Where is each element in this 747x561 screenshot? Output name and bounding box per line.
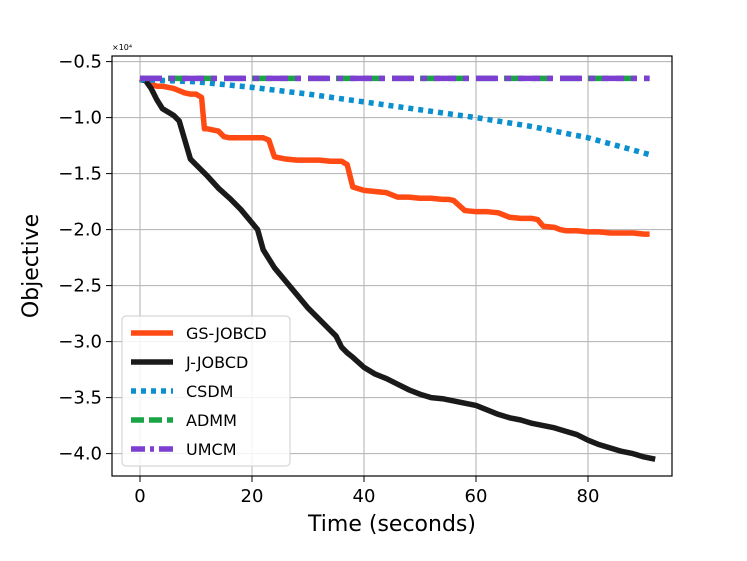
y-tick-label: −3.0 — [58, 332, 102, 353]
legend-label-csdm: CSDM — [186, 382, 233, 401]
legend-label-admm: ADMM — [186, 411, 237, 430]
y-tick-label: −1.0 — [58, 108, 102, 129]
legend-label-gs-jobcd: GS-JOBCD — [186, 324, 267, 343]
y-tick-label: −1.5 — [58, 164, 102, 185]
y-offset-label: ×10⁴ — [112, 43, 132, 52]
x-axis-label: Time (seconds) — [307, 512, 476, 537]
axes: 0 20 40 60 80 −0.5 −1.0 −1.5 −2.0 −2.5 −3.0 −3.5 −4.… — [58, 52, 673, 507]
x-tick-label: 20 — [241, 486, 264, 507]
series-line-gs-jobcd — [138, 75, 650, 237]
legend-box — [121, 315, 291, 467]
y-tick-label: −4.0 — [58, 444, 102, 465]
x-tick-label: 0 — [134, 486, 145, 507]
x-tick-label: 40 — [353, 486, 376, 507]
y-axis-label: Objective — [19, 214, 44, 318]
y-tick-label: −3.5 — [58, 388, 102, 409]
y-tick-label: −2.5 — [58, 276, 102, 297]
y-tick-label: −2.0 — [58, 220, 102, 241]
x-tick-label: 80 — [577, 486, 600, 507]
series-line-j-jobcd — [139, 76, 656, 462]
plot-frame — [111, 55, 673, 477]
legend: GS-JOBCD J-JOBCD CSDM ADMM UMCM — [121, 315, 291, 467]
series-line-csdm — [139, 76, 651, 158]
legend-label-umcm: UMCM — [186, 440, 237, 459]
y-tick-label: −0.5 — [58, 52, 102, 73]
legend-label-j-jobcd: J-JOBCD — [185, 353, 248, 372]
series-lines — [138, 75, 656, 462]
x-tick-label: 60 — [465, 486, 488, 507]
